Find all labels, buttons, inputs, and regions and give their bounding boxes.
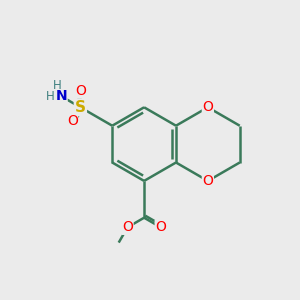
Text: O: O bbox=[155, 220, 166, 234]
Text: H: H bbox=[46, 90, 54, 103]
Text: O: O bbox=[202, 100, 213, 114]
Text: O: O bbox=[202, 174, 213, 188]
Text: O: O bbox=[122, 220, 133, 234]
Text: O: O bbox=[75, 84, 86, 98]
Text: S: S bbox=[75, 100, 86, 115]
Text: N: N bbox=[56, 89, 67, 103]
Text: O: O bbox=[67, 114, 78, 128]
Text: H: H bbox=[53, 79, 62, 92]
